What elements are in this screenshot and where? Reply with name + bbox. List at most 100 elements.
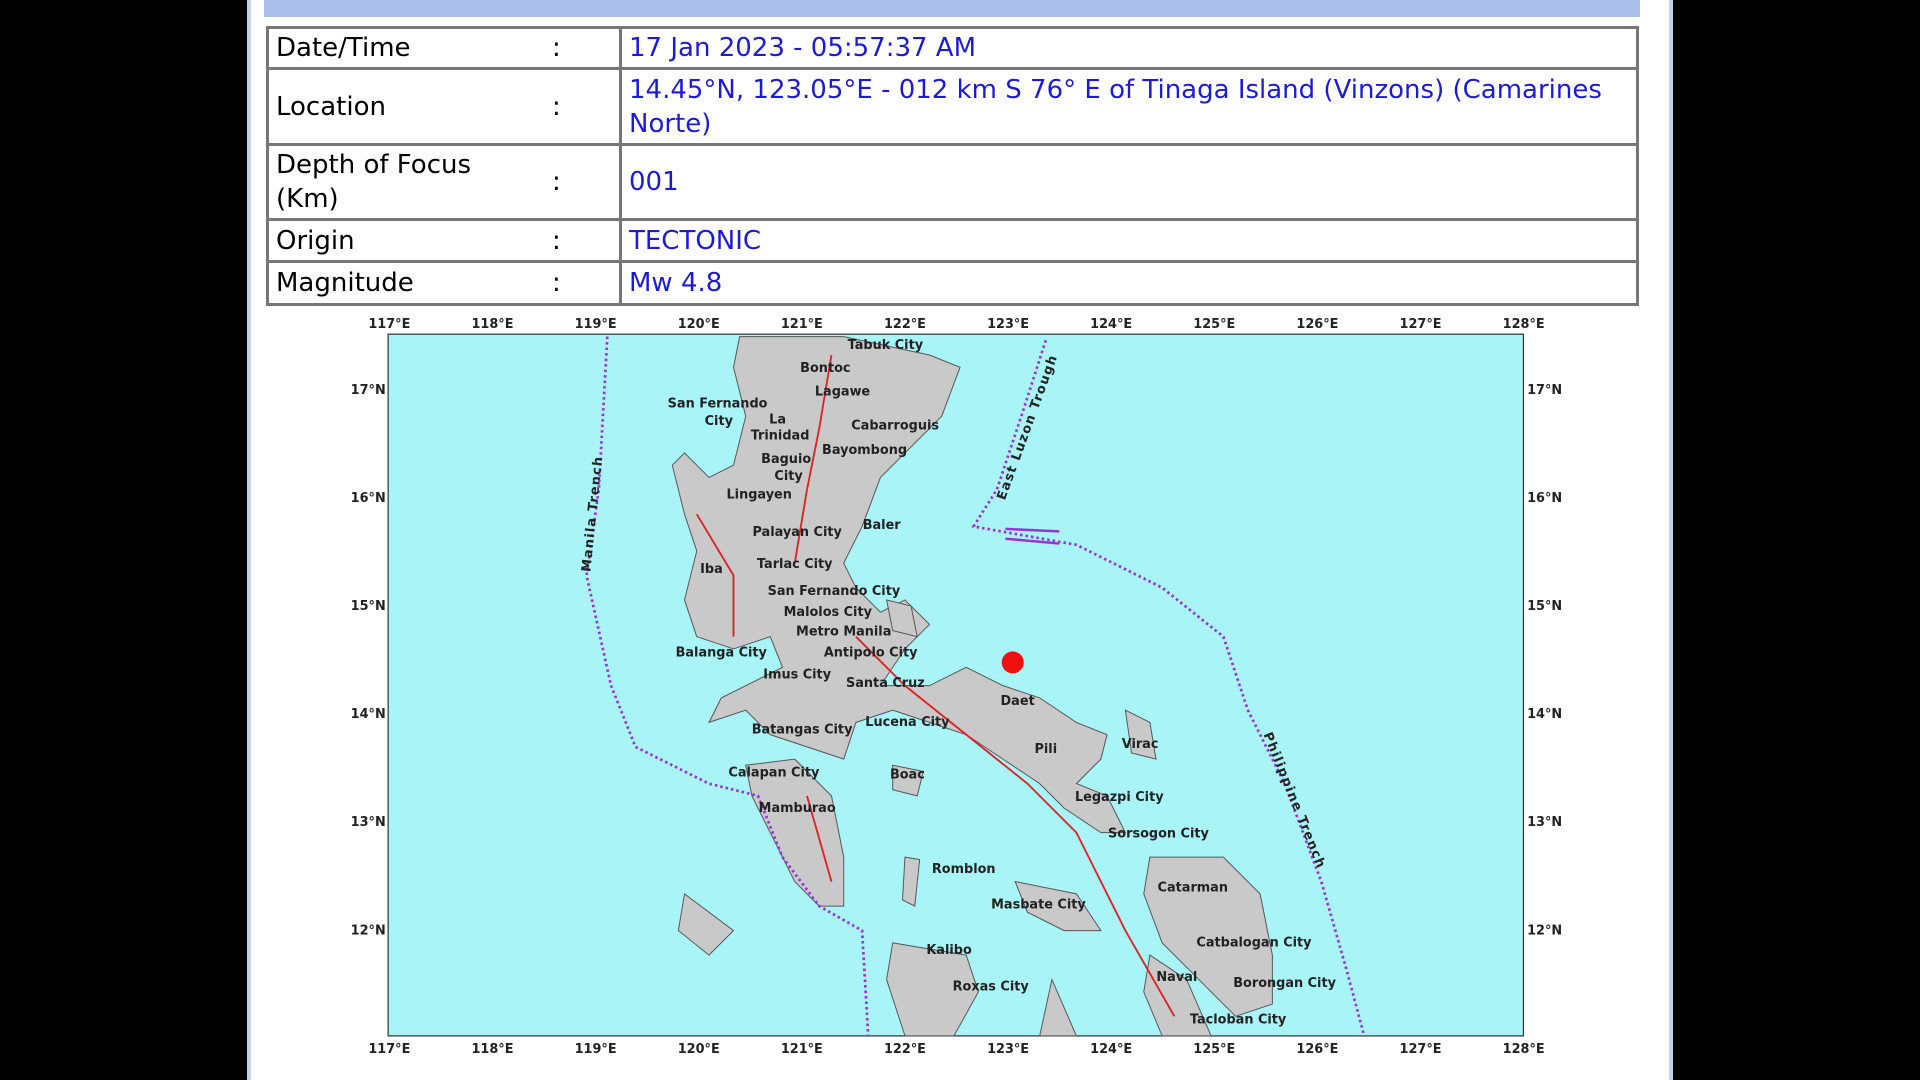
place-label: Cabarroguis xyxy=(851,419,939,434)
faults xyxy=(695,354,1176,1017)
place-label: San Fernando xyxy=(668,397,768,412)
row-label: Magnitude xyxy=(267,260,545,306)
lon-label: 121°E xyxy=(781,1042,823,1057)
table-row: Origin: TECTONIC xyxy=(267,218,1638,263)
place-label: San Fernando City xyxy=(768,584,901,599)
row-colon: : xyxy=(545,260,621,306)
place-label: Tacloban City xyxy=(1190,1013,1287,1028)
place-label: Bayombong xyxy=(822,443,907,458)
lon-label: 128°E xyxy=(1503,1042,1545,1057)
row-colon: : xyxy=(545,67,621,146)
place-label: Catbalogan City xyxy=(1196,936,1312,951)
place-label: Lingayen xyxy=(727,487,792,502)
trenches xyxy=(585,336,1366,1037)
lon-label: 126°E xyxy=(1296,317,1338,332)
lon-label: 121°E xyxy=(781,317,823,332)
place-label: Trinidad xyxy=(751,428,810,443)
row-label: Depth of Focus (Km) xyxy=(267,143,545,221)
lon-label: 128°E xyxy=(1503,317,1545,332)
lat-label: 12°N xyxy=(351,923,386,938)
motion-arrows xyxy=(1005,527,1060,545)
place-label: Lagawe xyxy=(815,384,871,399)
place-label: Baguio xyxy=(761,452,811,467)
table-row: Magnitude: Mw 4.8 xyxy=(267,260,1638,306)
info-table: Date/Time:17 Jan 2023 - 05:57:37 AM Locat… xyxy=(266,26,1639,306)
row-value: Mw 4.8 xyxy=(619,260,1638,306)
landmasses xyxy=(671,336,1273,1037)
place-label: Palayan City xyxy=(752,525,842,540)
row-value: 17 Jan 2023 - 05:57:37 AM xyxy=(619,26,1638,70)
lat-label: 14°N xyxy=(351,707,386,722)
place-label: City xyxy=(705,414,734,429)
lat-label: 17°N xyxy=(351,383,386,398)
row-label: Origin xyxy=(267,218,545,263)
place-label: Malolos City xyxy=(784,605,873,620)
place-label: Naval xyxy=(1156,970,1197,985)
place-label: Virac xyxy=(1122,737,1159,752)
epicenter xyxy=(1001,651,1024,674)
lat-label: 17°N xyxy=(1527,383,1562,398)
place-label: Borongan City xyxy=(1233,976,1336,991)
lon-label: 119°E xyxy=(575,1042,617,1057)
lat-label: 13°N xyxy=(351,815,386,830)
lon-label: 125°E xyxy=(1193,1042,1235,1057)
place-label: Mamburao xyxy=(759,801,836,816)
row-label: Date/Time xyxy=(267,26,545,70)
lon-label: 119°E xyxy=(575,317,617,332)
lon-label: 127°E xyxy=(1400,1042,1442,1057)
lon-label: 118°E xyxy=(471,1042,513,1057)
place-label: Antipolo City xyxy=(824,645,918,660)
place-label: Santa Cruz xyxy=(846,676,925,691)
place-label: Metro Manila xyxy=(796,624,891,639)
lon-label: 127°E xyxy=(1400,317,1442,332)
lon-label: 123°E xyxy=(987,317,1029,332)
place-label: Masbate City xyxy=(991,898,1086,913)
row-value: 14.45°N, 123.05°E - 012 km S 76° E of Ti… xyxy=(619,67,1638,146)
place-label: Catarman xyxy=(1158,880,1228,895)
lon-label: 124°E xyxy=(1090,317,1132,332)
top-bar xyxy=(264,0,1640,17)
place-label: Iba xyxy=(700,562,723,577)
place-label: Calapan City xyxy=(728,765,820,780)
place-label: Pili xyxy=(1034,742,1057,757)
place-label: Tabuk City xyxy=(848,338,924,353)
lon-label: 126°E xyxy=(1296,1042,1338,1057)
place-label: Kalibo xyxy=(926,943,972,958)
lat-label: 16°N xyxy=(351,491,386,506)
lon-label: 123°E xyxy=(987,1042,1029,1057)
place-label: Romblon xyxy=(932,862,996,877)
table-row: Depth of Focus (Km):001 xyxy=(267,143,1638,221)
place-label: Roxas City xyxy=(953,980,1030,995)
table-row: Location:14.45°N, 123.05°E - 012 km S 76… xyxy=(267,67,1638,146)
place-label: Sorsogon City xyxy=(1108,827,1209,842)
row-colon: : xyxy=(545,143,621,221)
row-colon: : xyxy=(545,26,621,70)
row-value: TECTONIC xyxy=(619,218,1638,263)
lon-label: 118°E xyxy=(471,317,513,332)
lon-label: 117°E xyxy=(368,1042,410,1057)
lat-label: 15°N xyxy=(351,599,386,614)
place-label: Tarlac City xyxy=(757,557,833,572)
lon-label: 122°E xyxy=(884,317,926,332)
map: 117°E 117°E 118°E 118°E 119°E 119°E 120°E 120°E… xyxy=(262,306,1641,1080)
lat-label: 14°N xyxy=(1527,707,1562,722)
place-label: Baler xyxy=(863,518,902,533)
row-label: Location xyxy=(267,67,545,146)
lat-label: 12°N xyxy=(1527,923,1562,938)
lat-label: 15°N xyxy=(1527,599,1562,614)
lat-label: 16°N xyxy=(1527,491,1562,506)
table-row: Date/Time:17 Jan 2023 - 05:57:37 AM xyxy=(267,26,1638,70)
lon-label: 125°E xyxy=(1193,317,1235,332)
place-label: Imus City xyxy=(763,667,831,682)
place-label: Bontoc xyxy=(800,361,850,376)
place-label: City xyxy=(774,469,803,484)
place-label: Daet xyxy=(1001,694,1035,709)
row-colon: : xyxy=(545,218,621,263)
place-label: Boac xyxy=(890,768,925,783)
place-label: Balanga City xyxy=(676,645,768,660)
place-label: Legazpi City xyxy=(1075,790,1164,805)
row-value: 001 xyxy=(619,143,1638,221)
lon-label: 117°E xyxy=(368,317,410,332)
lon-label: 122°E xyxy=(884,1042,926,1057)
